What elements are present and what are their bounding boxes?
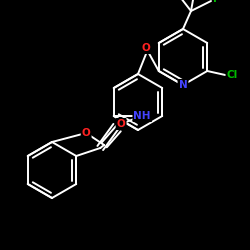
Text: O: O: [142, 43, 150, 53]
Text: N: N: [178, 80, 188, 90]
Text: Cl: Cl: [226, 70, 238, 80]
Text: O: O: [82, 128, 90, 138]
Text: NH: NH: [134, 111, 151, 121]
Text: O: O: [117, 119, 126, 129]
Text: F: F: [214, 0, 220, 4]
